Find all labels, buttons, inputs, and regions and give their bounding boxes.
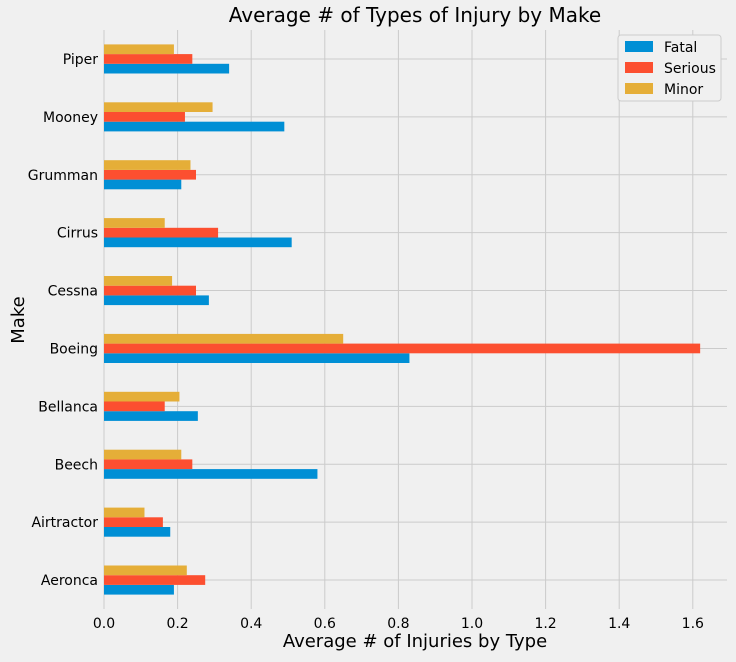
bar-fatal-cirrus (104, 237, 292, 248)
bar-minor-grumman (104, 160, 191, 170)
legend-swatch-serious (625, 62, 653, 73)
y-tick-label: Bellanca (38, 399, 98, 415)
y-tick-label: Grumman (28, 168, 98, 184)
legend-swatch-fatal (625, 41, 653, 52)
bar-serious-cirrus (104, 227, 219, 238)
legend-swatch-minor (625, 83, 653, 94)
y-tick-label: Cirrus (57, 226, 98, 242)
y-tick-label: Mooney (43, 110, 98, 126)
y-tick-label: Boeing (50, 341, 98, 357)
bar-minor-cessna (104, 276, 173, 286)
bar-serious-aeronca (104, 575, 206, 585)
legend-label-fatal: Fatal (664, 40, 697, 56)
x-tick-label: 1.2 (534, 616, 556, 632)
bar-fatal-boeing (104, 353, 410, 363)
x-tick-label: 0.6 (314, 616, 336, 632)
bars (104, 44, 701, 595)
bar-serious-cessna (104, 285, 196, 296)
y-tick-label: Aeronca (41, 573, 98, 589)
legend-label-serious: Serious (664, 61, 716, 77)
bar-minor-mooney (104, 102, 213, 112)
bar-fatal-airtractor (104, 527, 171, 537)
legend-label-minor: Minor (664, 82, 703, 98)
x-tick-label: 0.8 (387, 616, 409, 632)
bar-fatal-piper (104, 63, 230, 74)
x-tick-label: 1.4 (608, 616, 630, 632)
bar-minor-cirrus (104, 218, 165, 228)
bar-serious-bellanca (104, 401, 165, 412)
x-tick-label: 1.6 (682, 616, 704, 632)
x-tick-labels: 0.0 0.2 0.4 0.6 0.8 1.0 1.2 1.4 1.6 (93, 616, 704, 632)
bar-serious-mooney (104, 112, 185, 122)
chart-title: Average # of Types of Injury by Make (229, 3, 601, 27)
x-tick-label: 0.0 (93, 616, 115, 632)
bar-fatal-mooney (104, 121, 285, 132)
bar-minor-bellanca (104, 391, 180, 402)
bar-serious-beech (104, 459, 193, 470)
bar-serious-grumman (104, 169, 196, 180)
bar-fatal-grumman (104, 179, 182, 190)
y-axis-label: Make (8, 296, 29, 343)
y-tick-labels: Aeronca Airtractor Beech Bellanca Boeing Cess… (28, 52, 98, 589)
x-tick-label: 0.2 (166, 616, 188, 632)
bar-fatal-beech (104, 469, 318, 479)
bar-minor-boeing (104, 333, 344, 344)
y-tick-label: Airtractor (31, 515, 98, 531)
bar-serious-airtractor (104, 517, 163, 527)
bar-minor-airtractor (104, 507, 145, 518)
bar-serious-boeing (104, 343, 701, 354)
bar-fatal-bellanca (104, 411, 198, 421)
bar-fatal-cessna (104, 295, 209, 306)
x-tick-label: 0.4 (240, 616, 262, 632)
x-tick-label: 1.0 (461, 616, 483, 632)
y-tick-label: Cessna (48, 284, 98, 300)
bar-serious-piper (104, 54, 193, 64)
x-axis-label: Average # of Injuries by Type (283, 631, 547, 652)
bar-fatal-aeronca (104, 584, 174, 595)
bar-minor-aeronca (104, 565, 187, 576)
bar-minor-beech (104, 449, 182, 460)
y-tick-label: Beech (55, 457, 98, 473)
legend: Fatal Serious Minor (617, 34, 722, 102)
grid (103, 30, 727, 609)
y-tick-label: Piper (63, 52, 99, 68)
bar-minor-piper (104, 44, 174, 55)
